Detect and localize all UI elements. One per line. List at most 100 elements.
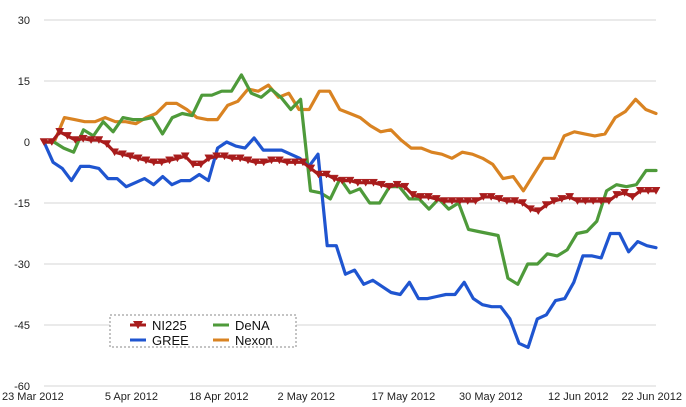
x-tick-label: 2 May 2012 — [278, 391, 335, 403]
data-point — [353, 178, 363, 187]
data-point — [47, 138, 57, 147]
data-point — [416, 193, 426, 201]
series-layer — [39, 73, 661, 349]
data-point — [212, 152, 222, 161]
data-point — [376, 180, 386, 189]
series-nexon — [42, 83, 658, 193]
x-tick-label: 17 May 2012 — [372, 391, 436, 403]
data-point — [243, 156, 253, 165]
data-point — [322, 170, 331, 179]
data-point — [620, 189, 630, 197]
data-point — [235, 154, 245, 163]
legend-label: DeNA — [235, 318, 270, 333]
data-point — [424, 193, 433, 201]
data-point — [274, 156, 284, 165]
data-point — [502, 197, 512, 206]
x-tick-label: 30 May 2012 — [459, 391, 523, 403]
y-tick-label: -45 — [14, 320, 30, 332]
legend: NI225 DeNA GREE Nexon — [109, 314, 297, 348]
y-tick-label: 15 — [18, 76, 30, 88]
data-point — [447, 197, 457, 206]
x-tick-label: 5 Apr 2012 — [105, 391, 158, 403]
data-point — [125, 152, 135, 161]
data-point — [369, 178, 378, 187]
x-tick-label: 22 Jun 2012 — [621, 391, 682, 403]
series-line-dena — [42, 73, 658, 286]
data-point — [329, 174, 339, 183]
data-point — [86, 136, 96, 145]
data-point — [345, 176, 355, 185]
legend-box — [109, 314, 297, 348]
data-point — [486, 193, 496, 201]
data-point — [518, 199, 528, 208]
x-tick-label: 18 Apr 2012 — [189, 391, 248, 403]
series-dena — [42, 73, 658, 286]
data-point — [102, 140, 112, 149]
data-point — [392, 180, 402, 189]
data-point — [314, 170, 324, 179]
data-point — [39, 138, 49, 147]
data-point — [604, 197, 614, 206]
data-point — [204, 154, 214, 163]
data-point — [565, 193, 575, 201]
data-point — [471, 197, 480, 206]
data-point — [141, 156, 151, 165]
data-point — [463, 197, 473, 206]
data-point — [557, 195, 567, 203]
data-point — [133, 154, 143, 163]
data-point — [408, 191, 418, 199]
x-tick-label: 12 Jun 2012 — [548, 391, 609, 403]
data-point — [573, 197, 582, 206]
data-point — [439, 197, 449, 206]
data-point — [259, 158, 269, 167]
data-point — [180, 152, 190, 161]
series-line-gree — [42, 136, 658, 349]
data-point — [651, 187, 661, 195]
data-point — [78, 134, 88, 143]
data-point — [267, 156, 276, 165]
x-tick-label: 23 Mar 2012 — [2, 391, 64, 403]
data-point — [94, 136, 104, 145]
data-point — [526, 205, 535, 214]
data-point — [157, 158, 167, 167]
y-axis-ticks: 30 15 0 -15 -30 -45 -60 — [14, 15, 30, 393]
series-gree — [42, 136, 658, 349]
data-point — [196, 160, 206, 169]
data-point — [580, 197, 590, 206]
data-point — [628, 193, 637, 201]
data-point — [541, 201, 551, 210]
y-tick-label: -30 — [14, 259, 30, 271]
data-point — [384, 182, 394, 191]
data-point — [55, 128, 65, 136]
data-point — [188, 160, 198, 169]
legend-label: GREE — [152, 333, 189, 348]
data-point — [110, 148, 120, 157]
data-point — [596, 197, 606, 206]
data-point — [220, 152, 229, 161]
data-point — [227, 154, 237, 163]
data-point — [172, 154, 182, 163]
data-point — [400, 182, 410, 191]
data-point — [63, 132, 72, 140]
y-tick-label: 0 — [24, 137, 30, 149]
series-line-ni225 — [42, 130, 658, 213]
y-tick-label: -60 — [14, 381, 30, 393]
data-point — [494, 195, 504, 203]
series-line-nexon — [42, 83, 658, 193]
data-point — [643, 187, 653, 195]
data-point — [361, 178, 371, 187]
data-point — [510, 197, 520, 206]
data-point — [118, 150, 127, 159]
data-point — [165, 156, 174, 165]
x-axis-ticks: 23 Mar 2012 5 Apr 2012 18 Apr 2012 2 May 20… — [2, 391, 682, 403]
data-point — [306, 164, 316, 173]
series-ni225 — [39, 128, 661, 216]
data-point — [337, 176, 347, 185]
legend-marker — [133, 321, 143, 329]
y-tick-label: 30 — [18, 15, 30, 27]
data-point — [251, 158, 261, 167]
data-point — [70, 136, 80, 145]
data-point — [149, 158, 159, 167]
y-tick-label: -15 — [14, 198, 30, 210]
